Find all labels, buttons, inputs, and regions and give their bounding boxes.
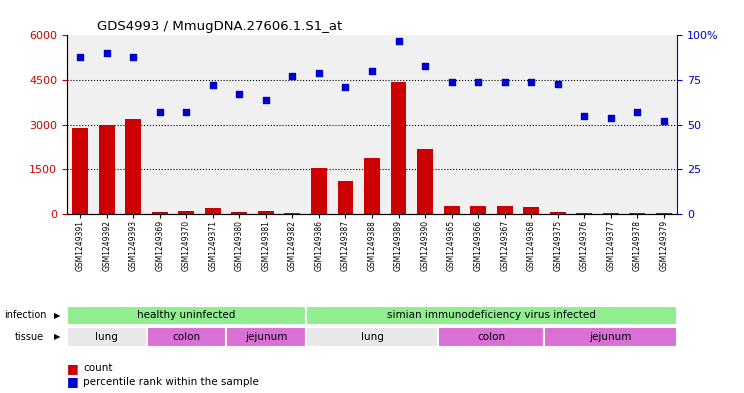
Point	[339, 84, 351, 90]
Text: lung: lung	[361, 332, 383, 342]
Text: count: count	[83, 363, 113, 373]
Point	[419, 62, 431, 69]
Bar	[629, 213, 645, 214]
Bar	[550, 211, 565, 214]
Text: healthy uninfected: healthy uninfected	[137, 310, 236, 320]
Point	[234, 91, 246, 97]
Point	[605, 114, 617, 121]
Bar	[391, 82, 406, 214]
Point	[74, 54, 86, 60]
Text: infection: infection	[4, 310, 46, 320]
Bar	[338, 182, 353, 214]
Point	[578, 113, 590, 119]
Bar	[438, 327, 545, 347]
Point	[366, 68, 378, 74]
Point	[393, 38, 405, 44]
Text: tissue: tissue	[15, 332, 44, 342]
Text: jejunum: jejunum	[589, 332, 632, 342]
Text: ■: ■	[67, 375, 79, 389]
Text: colon: colon	[173, 332, 200, 342]
Bar	[603, 213, 619, 214]
Bar	[67, 306, 306, 325]
Bar	[99, 125, 115, 214]
Bar	[497, 206, 513, 214]
Bar	[72, 128, 89, 214]
Point	[498, 79, 510, 85]
Text: simian immunodeficiency virus infected: simian immunodeficiency virus infected	[387, 310, 596, 320]
Point	[207, 82, 219, 88]
Bar	[152, 212, 167, 214]
Text: ▶: ▶	[54, 332, 60, 342]
Point	[127, 54, 139, 60]
Bar	[545, 327, 677, 347]
Bar	[523, 207, 539, 214]
Point	[446, 79, 458, 85]
Text: colon: colon	[478, 332, 505, 342]
Bar	[311, 168, 327, 214]
Point	[525, 79, 537, 85]
Bar	[258, 211, 274, 214]
Text: lung: lung	[95, 332, 118, 342]
Bar	[179, 211, 194, 214]
Bar	[655, 213, 672, 214]
Text: GDS4993 / MmugDNA.27606.1.S1_at: GDS4993 / MmugDNA.27606.1.S1_at	[97, 20, 343, 33]
Point	[313, 70, 325, 76]
Bar	[577, 213, 592, 214]
Text: ▶: ▶	[54, 311, 60, 320]
Bar	[147, 327, 226, 347]
Bar	[417, 149, 433, 214]
Point	[286, 73, 298, 80]
Bar	[226, 327, 306, 347]
Bar	[231, 212, 247, 214]
Bar	[306, 306, 677, 325]
Text: percentile rank within the sample: percentile rank within the sample	[83, 377, 259, 387]
Point	[552, 81, 564, 87]
Bar	[364, 158, 380, 214]
Text: ■: ■	[67, 362, 79, 375]
Bar	[306, 327, 438, 347]
Point	[658, 118, 670, 124]
Bar	[284, 213, 301, 214]
Point	[180, 109, 192, 116]
Bar	[205, 208, 221, 214]
Point	[100, 50, 112, 56]
Point	[472, 79, 484, 85]
Point	[154, 109, 166, 116]
Point	[632, 109, 644, 116]
Text: jejunum: jejunum	[245, 332, 287, 342]
Bar	[443, 206, 460, 214]
Bar	[67, 327, 147, 347]
Point	[260, 97, 272, 103]
Bar	[125, 119, 141, 214]
Bar	[470, 206, 486, 214]
